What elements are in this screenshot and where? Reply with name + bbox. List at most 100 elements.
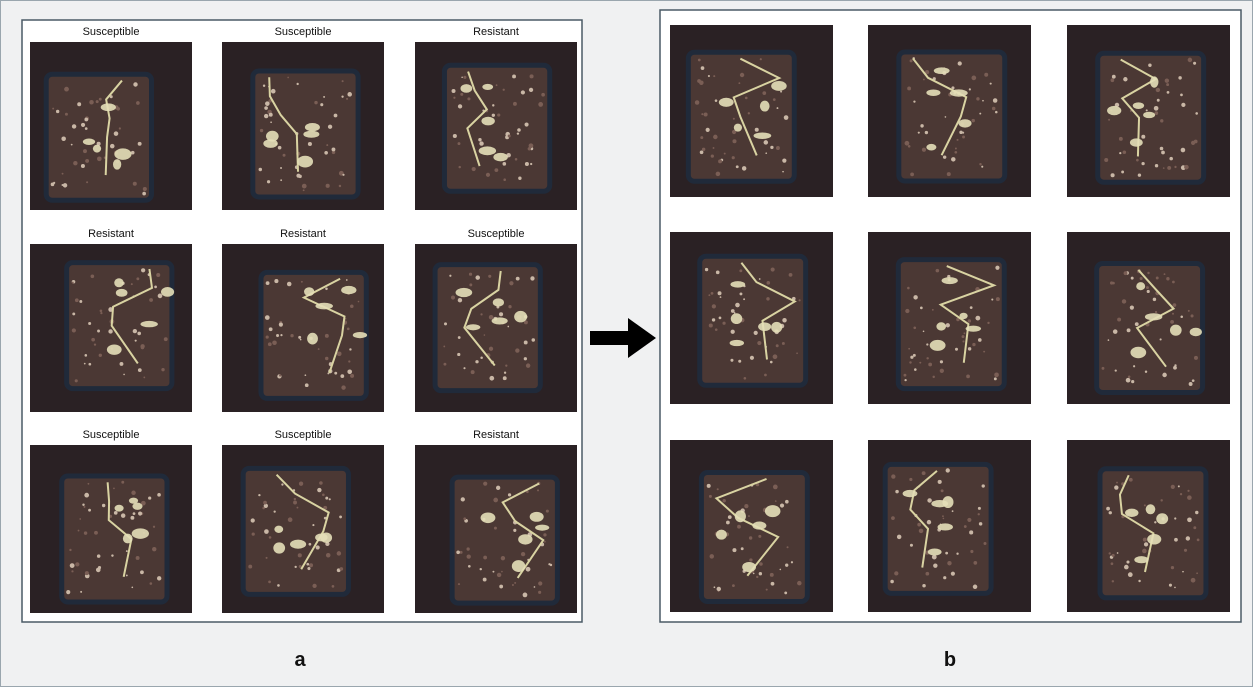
soil-speck [279,323,283,327]
soil-speck [278,146,282,150]
soil-speck [297,507,299,509]
soil-speck [347,92,352,97]
soil-speck [81,164,85,168]
soil-speck [1147,272,1149,274]
soil-speck [53,182,55,184]
soil-speck [1164,273,1166,275]
soil-speck [776,146,780,150]
soil-speck [489,347,493,351]
leaf [1146,504,1156,514]
soil-speck [1173,303,1177,307]
soil-speck [720,296,722,298]
soil-speck [268,580,271,583]
soil-speck [334,114,338,118]
soil-speck [1131,380,1134,383]
soil-speck [726,521,730,525]
leaf [1130,138,1143,146]
soil-speck [1197,538,1200,541]
photo [415,445,577,613]
leaf [1170,325,1182,336]
soil-speck [525,162,529,166]
soil-speck [91,274,95,278]
soil-speck [86,181,88,183]
soil-speck [121,513,125,517]
soil-speck [728,515,732,519]
soil-speck [1114,485,1118,489]
leaf [518,534,532,544]
soil-speck [274,279,278,283]
soil-speck [975,316,980,321]
soil-speck [538,591,541,594]
soil-speck [512,75,516,79]
leaf [950,89,968,96]
soil-speck [1111,173,1115,177]
soil-speck [468,565,471,568]
image-label: Susceptible [275,26,332,38]
soil-speck [987,322,989,324]
soil-speck [1123,150,1127,154]
soil-speck [922,148,926,152]
soil-speck [764,140,769,145]
soil-speck [452,89,456,93]
leaf [140,321,157,327]
soil-speck [521,90,525,94]
soil-speck [994,377,997,380]
soil-speck [1109,552,1111,554]
soil-speck [797,581,802,586]
soil-speck [1178,485,1180,487]
soil-speck [943,155,946,158]
image-label: Resistant [473,26,519,38]
soil-speck [71,144,73,146]
soil-speck [709,495,712,498]
soil-speck [72,124,76,128]
soil-speck [350,304,354,308]
soil-speck [736,165,739,168]
soil-speck [503,178,506,181]
leaf [1150,76,1158,87]
soil-speck [1157,99,1160,102]
soil-speck [158,294,163,299]
image-label: Resistant [88,228,134,240]
soil-speck [759,562,763,566]
soil-speck [993,98,998,103]
soil-speck [513,102,517,106]
soil-speck [1180,316,1183,319]
leaf [114,148,131,159]
soil-speck [1195,511,1198,514]
soil-speck [463,517,466,520]
soil-speck [326,144,328,146]
soil-speck [325,497,328,500]
soil-speck [325,288,328,291]
soil-speck [1174,538,1178,542]
soil-speck [738,360,741,363]
soil-speck [748,112,750,114]
soil-speck [148,496,151,499]
soil-speck [458,336,461,339]
soil-speck [970,550,973,553]
soil-speck [739,269,742,272]
soil-speck [1194,356,1198,360]
soil-speck [1112,75,1116,79]
soil-speck [347,327,350,330]
soil-speck [523,593,528,598]
soil-speck [711,155,714,158]
soil-speck [1109,511,1112,514]
soil-speck [1144,504,1146,506]
soil-speck [543,533,546,536]
soil-speck [281,483,283,485]
soil-speck [79,518,81,520]
soil-speck [922,471,926,475]
soil-speck [492,571,494,573]
soil-speck [1191,314,1194,317]
soil-speck [489,315,494,320]
soil-speck [762,91,766,95]
leaf [734,124,742,132]
soil-speck [956,553,958,555]
soil-speck [1186,536,1190,540]
soil-speck [904,374,907,377]
soil-speck [1126,378,1131,383]
leaf [297,156,313,168]
soil-speck [114,511,118,515]
soil-speck [731,309,735,313]
leaf [934,67,950,74]
